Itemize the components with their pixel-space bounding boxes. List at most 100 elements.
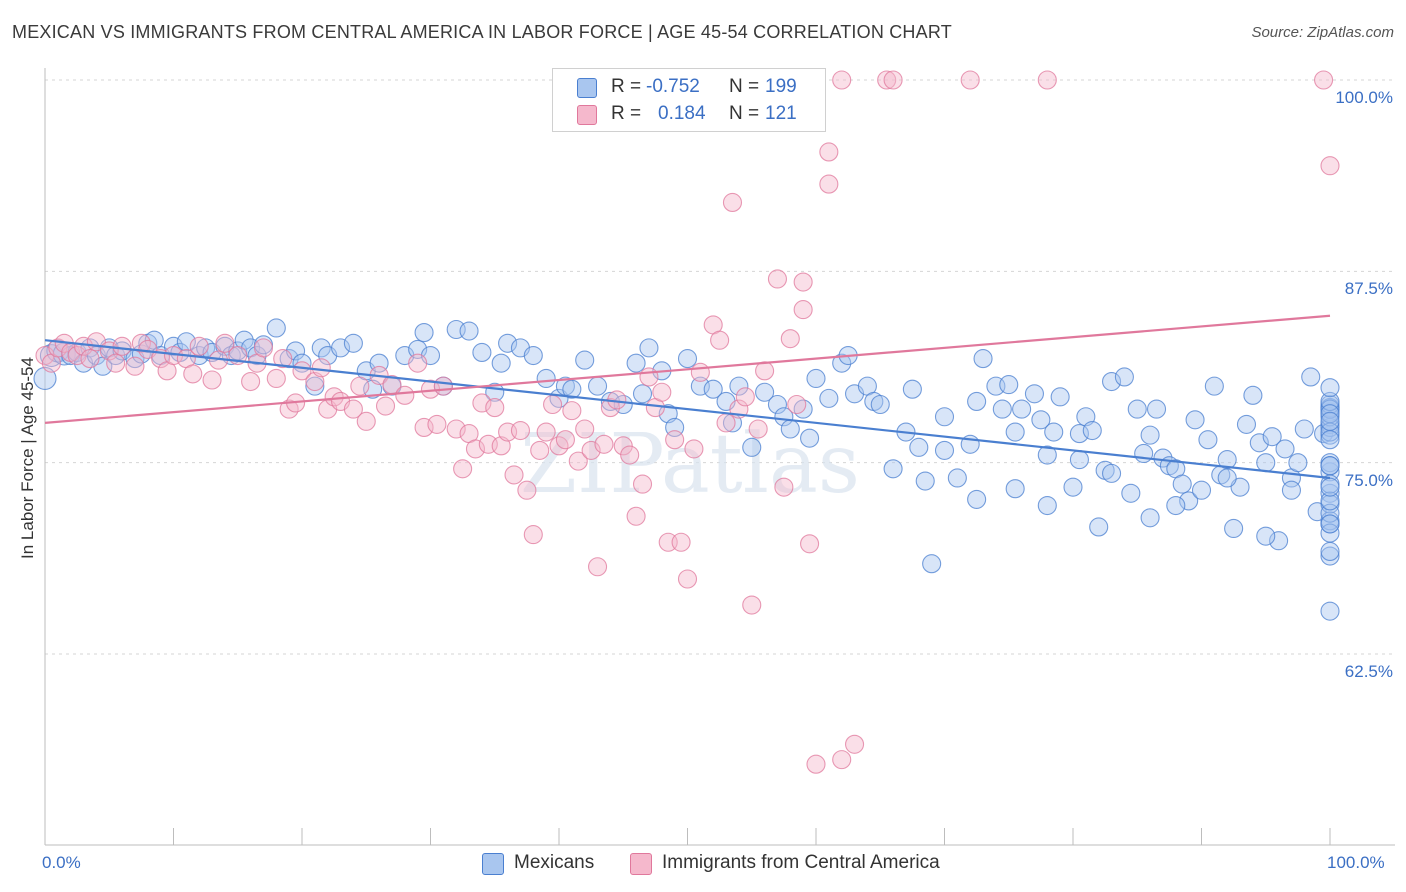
- data-point: [967, 391, 987, 411]
- data-point: [1166, 495, 1186, 516]
- data-point: [1089, 517, 1109, 537]
- data-point: [215, 333, 235, 353]
- legend-n-value: 199: [765, 76, 797, 97]
- data-point: [1314, 70, 1334, 90]
- data-point: [562, 401, 582, 421]
- legend-swatch-mexicans: [482, 853, 504, 875]
- data-point: [1005, 479, 1025, 499]
- data-point: [1320, 411, 1340, 431]
- data-point: [1320, 404, 1340, 424]
- data-point: [517, 480, 537, 500]
- data-point: [877, 70, 897, 90]
- data-point: [677, 569, 698, 589]
- data-point: [1044, 422, 1064, 442]
- legend-r-value: 0.184: [658, 103, 706, 124]
- data-point: [106, 353, 126, 373]
- legend-r-value: -0.752: [646, 76, 700, 97]
- data-point: [1069, 450, 1089, 470]
- data-point: [774, 407, 794, 427]
- data-point: [530, 440, 550, 460]
- data-point: [922, 554, 942, 574]
- data-point: [575, 350, 595, 370]
- data-point: [832, 750, 852, 770]
- legend-r-label: R =: [611, 76, 642, 97]
- chart-title: MEXICAN VS IMMIGRANTS FROM CENTRAL AMERI…: [12, 22, 952, 42]
- legend-label-immigrants: Immigrants from Central America: [662, 852, 940, 873]
- data-point: [350, 376, 370, 396]
- data-point: [934, 407, 955, 427]
- data-point: [1269, 531, 1289, 551]
- legend-row-mexicans: R = -0.752 N = 199: [553, 73, 825, 101]
- data-point: [427, 414, 447, 434]
- data-point: [883, 70, 903, 90]
- data-point: [1005, 422, 1025, 442]
- series-legend: Mexicans Immigrants from Central America: [0, 852, 1406, 878]
- data-point: [1031, 410, 1051, 430]
- data-point: [960, 70, 980, 90]
- data-point: [774, 477, 794, 497]
- data-point: [241, 371, 261, 392]
- data-point: [800, 534, 820, 554]
- data-point: [819, 174, 839, 194]
- data-point: [453, 459, 473, 479]
- y-tick-label-1: 75.0%: [1344, 470, 1393, 490]
- data-point: [1320, 430, 1340, 450]
- data-point: [690, 362, 710, 382]
- data-point: [247, 345, 267, 366]
- data-point: [183, 364, 203, 384]
- trend-line-mexicans: [44, 339, 1331, 480]
- trend-lines: [44, 314, 1331, 480]
- data-point: [1320, 156, 1340, 176]
- data-point: [755, 382, 775, 402]
- data-point: [273, 349, 293, 369]
- data-point: [684, 439, 704, 459]
- data-point: [1179, 491, 1199, 511]
- data-point: [1320, 601, 1340, 621]
- legend-r-label: R =: [611, 103, 642, 124]
- data-point: [1224, 518, 1244, 539]
- data-point: [626, 506, 646, 526]
- data-point: [748, 419, 768, 439]
- data-point: [1262, 427, 1282, 447]
- data-point: [1256, 526, 1276, 546]
- data-point: [992, 399, 1012, 419]
- data-point: [575, 419, 595, 439]
- data-point: [1320, 378, 1340, 398]
- data-point: [806, 754, 826, 774]
- data-point: [710, 330, 730, 350]
- data-point: [742, 595, 762, 615]
- data-point: [1275, 439, 1295, 459]
- y-axis-title: In Labor Force | Age 45-54: [18, 357, 37, 559]
- data-point: [414, 323, 434, 343]
- data-point: [176, 332, 196, 352]
- trend-line-immigrants: [44, 314, 1331, 424]
- data-point: [844, 734, 865, 754]
- data-point: [472, 342, 492, 363]
- data-point: [568, 451, 588, 471]
- data-point: [543, 394, 563, 415]
- data-point: [491, 353, 511, 373]
- data-point: [1204, 376, 1224, 396]
- data-point: [408, 353, 428, 373]
- data-point: [780, 329, 800, 349]
- data-point: [1134, 443, 1154, 464]
- data-point: [1114, 367, 1134, 387]
- data-point: [1037, 495, 1057, 516]
- data-point: [465, 439, 486, 459]
- data-point: [632, 474, 653, 494]
- data-point: [305, 376, 325, 396]
- data-point: [800, 428, 820, 448]
- data-point: [311, 358, 331, 378]
- data-point: [112, 336, 132, 356]
- data-point: [742, 437, 762, 457]
- data-point: [716, 413, 736, 433]
- data-point: [1320, 546, 1340, 566]
- legend-n-label: N =: [729, 103, 760, 124]
- data-point: [883, 459, 903, 479]
- data-point: [934, 440, 955, 460]
- data-point: [498, 333, 518, 353]
- data-point: [523, 525, 543, 545]
- x-tick-label-min: 0.0%: [42, 853, 81, 872]
- legend-label-mexicans: Mexicans: [514, 852, 595, 873]
- data-point: [767, 269, 788, 289]
